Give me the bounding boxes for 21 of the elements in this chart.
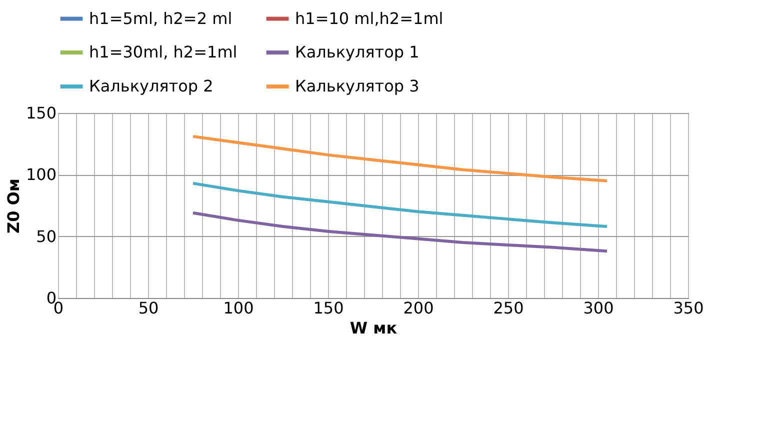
y-axis-title: Z0 Ом [4,178,23,234]
legend-label: h1=5ml, h2=2 ml [89,8,232,28]
x-tick-label: 100 [223,298,254,318]
legend-label: Калькулятор 1 [295,42,420,62]
x-axis-title: W мк [350,318,398,338]
line-series [192,134,608,182]
legend-label: Калькулятор 3 [295,76,420,96]
x-tick-label: 150 [313,298,344,318]
x-tick-label: 350 [673,298,704,318]
line-series [192,211,608,253]
legend-label: Калькулятор 2 [89,76,214,96]
line-series [192,182,608,228]
legend-label: h1=30ml, h2=1ml [89,42,238,62]
x-tick-label: 250 [493,298,524,318]
x-tick-label: 200 [403,298,434,318]
y-tick-label: 50 [36,226,56,246]
x-tick-label: 300 [583,298,614,318]
x-tick-label: 50 [138,298,159,318]
y-tick-label: 150 [26,104,56,122]
legend-label: h1=10 ml,h2=1ml [295,8,444,28]
y-tick-label: 100 [26,165,56,184]
